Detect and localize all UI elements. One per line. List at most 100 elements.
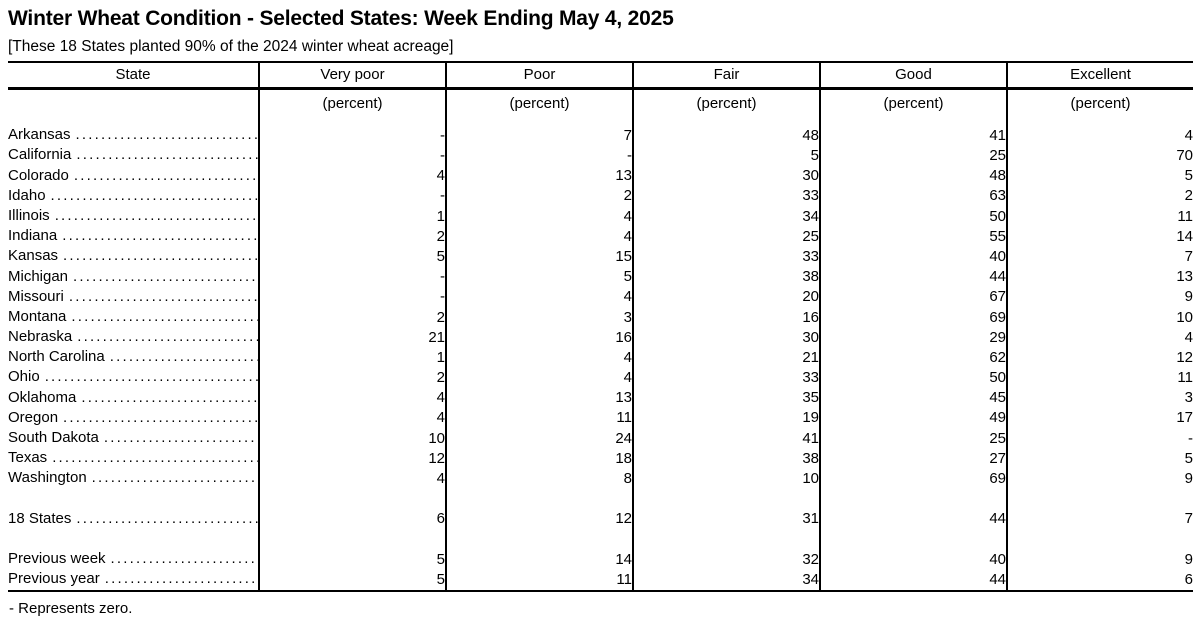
- row-label: Idaho: [8, 186, 46, 204]
- dot-leader: [58, 246, 258, 266]
- value-cell: 5: [1006, 165, 1193, 186]
- value-cell: 2: [258, 306, 446, 328]
- value-cell: 48: [632, 125, 820, 146]
- value-cell: 1: [258, 347, 446, 368]
- row-label-cell: Missouri: [8, 287, 258, 307]
- unit-cell: (percent): [445, 88, 633, 126]
- spacer-cell: [819, 528, 1007, 550]
- dot-leader: [71, 509, 258, 529]
- value-cell: 10: [1006, 306, 1193, 328]
- spacer-cell: [8, 489, 259, 509]
- spacer-cell: [1006, 488, 1193, 509]
- row-label: Nebraska: [8, 328, 73, 346]
- value-cell: 4: [1006, 125, 1193, 146]
- value-cell: 44: [819, 569, 1007, 591]
- value-cell: 4: [445, 286, 633, 307]
- row-label-cell: Oregon: [8, 408, 258, 428]
- value-cell: 50: [819, 205, 1007, 227]
- row-label: Washington: [8, 469, 87, 487]
- row-label-cell: Previous week: [8, 549, 258, 569]
- value-cell: 14: [445, 549, 633, 570]
- row-label-cell: Arkansas: [8, 125, 258, 145]
- value-cell: 12: [1006, 347, 1193, 368]
- value-cell: 5: [258, 246, 446, 267]
- value-cell: 31: [632, 508, 820, 529]
- spacer-cell: [445, 488, 633, 509]
- value-cell: 2: [445, 185, 633, 206]
- value-cell: 63: [819, 185, 1007, 206]
- value-cell: 13: [1006, 266, 1193, 287]
- value-cell: 4: [445, 205, 633, 227]
- value-cell: 33: [632, 367, 820, 388]
- value-cell: 1: [258, 205, 446, 227]
- dot-leader: [64, 287, 258, 307]
- row-label-cell: Michigan: [8, 267, 258, 287]
- value-cell: 30: [632, 327, 820, 348]
- value-cell: 4: [1006, 327, 1193, 348]
- value-cell: 16: [632, 306, 820, 328]
- value-cell: 10: [258, 428, 446, 449]
- winter-wheat-condition-table: State Very poor Poor Fair Good Excellent…: [8, 61, 1193, 592]
- row-label-cell: Idaho: [8, 186, 258, 206]
- value-cell: -: [258, 145, 446, 166]
- value-cell: 40: [819, 246, 1007, 267]
- unit-cell-empty: [8, 88, 259, 125]
- header-row: State Very poor Poor Fair Good Excellent: [8, 62, 1193, 90]
- spacer-cell: [258, 528, 446, 550]
- value-cell: 15: [445, 246, 633, 267]
- dot-leader: [72, 327, 258, 347]
- dot-leader: [47, 448, 258, 468]
- row-label-cell: Illinois: [8, 206, 258, 226]
- value-cell: 49: [819, 407, 1007, 429]
- spacer-cell: [8, 529, 259, 549]
- row-label-cell: Kansas: [8, 246, 258, 266]
- value-cell: -: [258, 185, 446, 206]
- row-label: North Carolina: [8, 348, 105, 366]
- row-label: California: [8, 146, 72, 164]
- value-cell: 2: [1006, 185, 1193, 206]
- value-cell: -: [258, 125, 446, 146]
- dot-leader: [40, 367, 258, 387]
- row-label: Montana: [8, 307, 67, 325]
- value-cell: 12: [445, 508, 633, 529]
- value-cell: 48: [819, 165, 1007, 186]
- value-cell: 3: [1006, 387, 1193, 408]
- column-header-excellent: Excellent: [1006, 62, 1193, 90]
- value-cell: 67: [819, 286, 1007, 307]
- dot-leader: [69, 166, 258, 186]
- dot-leader: [87, 468, 258, 488]
- row-label: Oregon: [8, 408, 59, 426]
- value-cell: 30: [632, 165, 820, 186]
- column-header-good: Good: [819, 62, 1007, 90]
- value-cell: 25: [819, 428, 1007, 449]
- dot-leader: [71, 125, 258, 145]
- value-cell: 34: [632, 569, 820, 591]
- unit-row: (percent) (percent) (percent) (percent) …: [8, 88, 1193, 126]
- value-cell: 14: [1006, 226, 1193, 247]
- spacer-cell: [1006, 528, 1193, 550]
- row-label-cell: Previous year: [8, 569, 258, 589]
- unit-cell: (percent): [819, 88, 1007, 126]
- value-cell: 29: [819, 327, 1007, 348]
- dot-leader: [106, 549, 258, 569]
- row-label: Ohio: [8, 368, 40, 386]
- value-cell: 19: [632, 407, 820, 429]
- row-label-cell: Colorado: [8, 166, 258, 186]
- value-cell: 40: [819, 549, 1007, 570]
- value-cell: 11: [1006, 367, 1193, 388]
- dot-leader: [99, 428, 258, 448]
- row-label: South Dakota: [8, 429, 99, 447]
- value-cell: 18: [445, 448, 633, 469]
- value-cell: 3: [445, 306, 633, 328]
- spacer-cell: [632, 488, 820, 509]
- value-cell: 32: [632, 549, 820, 570]
- value-cell: 4: [258, 165, 446, 186]
